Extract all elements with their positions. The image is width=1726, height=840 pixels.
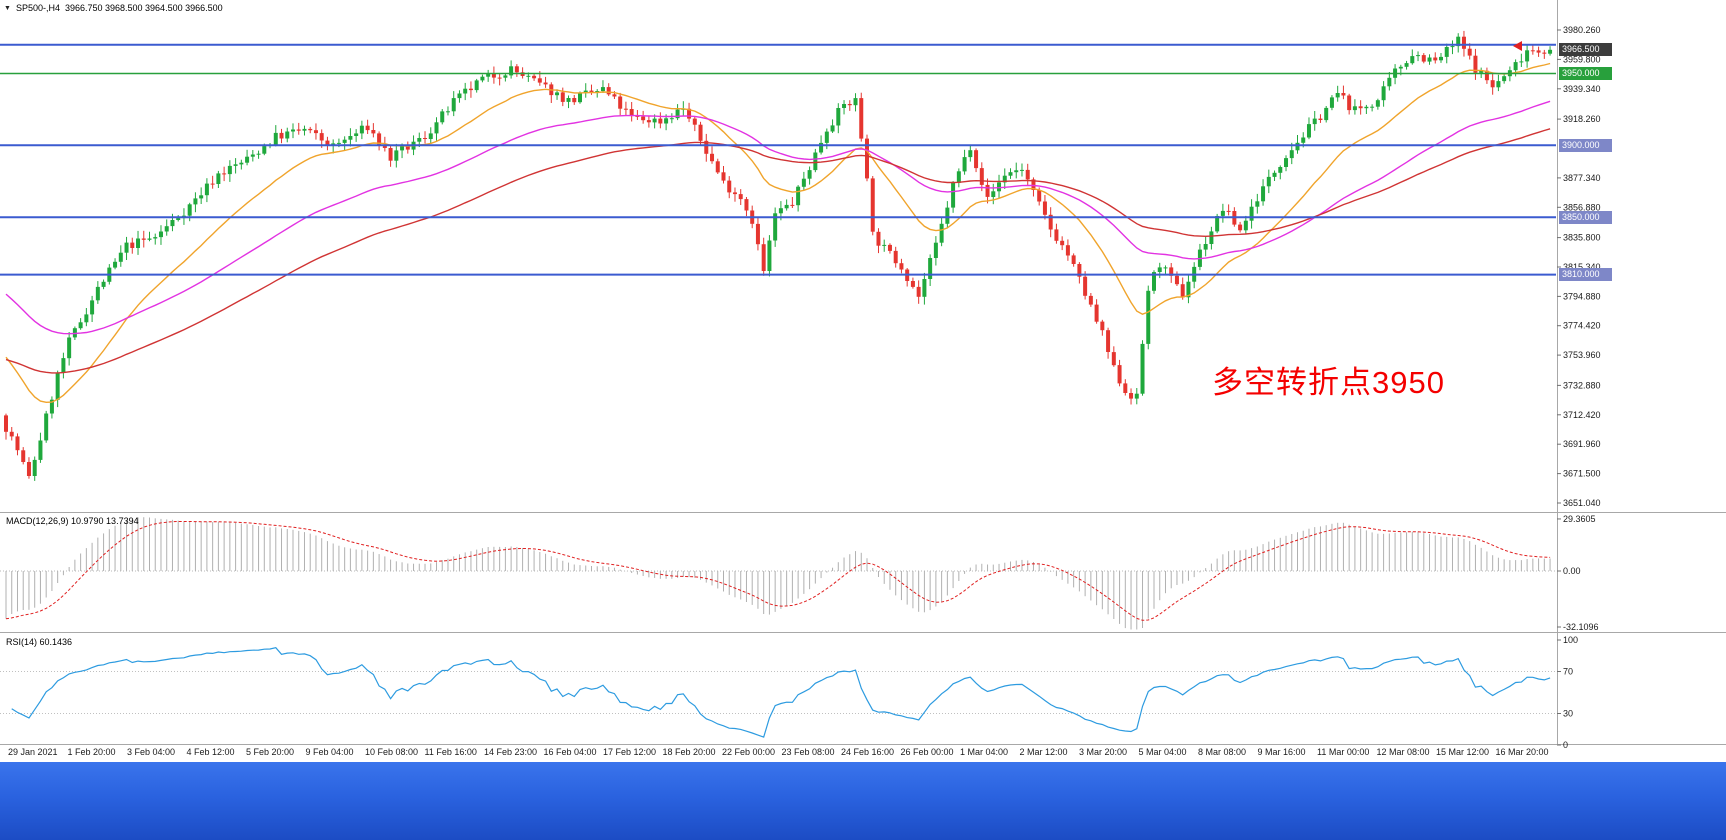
chart-title: ▼ SP500-,H4 3966.750 3968.500 3964.500 3… xyxy=(4,3,223,13)
time-label: 12 Mar 08:00 xyxy=(1377,747,1430,757)
candles xyxy=(4,30,1553,481)
rsi-panel: 100 70 30 0 xyxy=(0,635,1578,750)
time-label: 11 Feb 16:00 xyxy=(425,747,477,757)
rsi-axis-tick: 70 xyxy=(1563,667,1573,677)
level-tag-3810[interactable]: 3810.000 xyxy=(1559,268,1612,281)
mid-ma-line xyxy=(5,100,1551,335)
price-tick: 3835.800 xyxy=(1563,233,1601,243)
time-label: 10 Feb 08:00 xyxy=(365,747,418,757)
symbol-period-label: SP500-,H4 xyxy=(15,3,60,13)
time-label: 4 Feb 12:00 xyxy=(187,747,235,757)
macd-axis-tick: 29.3605 xyxy=(1563,514,1596,524)
time-label: 1 Feb 20:00 xyxy=(68,747,116,757)
rsi-line xyxy=(11,647,1551,738)
time-label: 8 Mar 08:00 xyxy=(1198,747,1246,757)
time-label: 2 Mar 12:00 xyxy=(1020,747,1068,757)
time-label: 11 Mar 00:00 xyxy=(1317,747,1369,757)
price-tick: 3691.960 xyxy=(1563,439,1601,449)
ohlc-values: 3966.750 3968.500 3964.500 3966.500 xyxy=(64,3,223,13)
time-label: 5 Feb 20:00 xyxy=(246,747,294,757)
time-label: 17 Feb 12:00 xyxy=(603,747,656,757)
fast-ma-line xyxy=(5,62,1551,404)
level-tag-3900[interactable]: 3900.000 xyxy=(1559,139,1612,152)
price-axis[interactable]: 3980.260 3959.800 3939.340 3918.260 3877.340… xyxy=(1557,25,1601,508)
price-tick: 3980.260 xyxy=(1563,25,1601,35)
time-label: 16 Mar 20:00 xyxy=(1496,747,1549,757)
rsi-axis-tick: 100 xyxy=(1563,635,1578,645)
time-label: 14 Feb 23:00 xyxy=(484,747,537,757)
time-label: 9 Mar 16:00 xyxy=(1258,747,1306,757)
time-axis[interactable]: 29 Jan 2021 1 Feb 20:00 3 Feb 04:00 4 Feb 1… xyxy=(8,747,1549,757)
time-label: 22 Feb 00:00 xyxy=(722,747,775,757)
time-label: 26 Feb 00:00 xyxy=(901,747,954,757)
rsi-label: RSI(14) 60.1436 xyxy=(6,637,73,647)
rsi-axis-tick: 0 xyxy=(1563,740,1568,750)
time-label: 16 Feb 04:00 xyxy=(544,747,597,757)
price-tick: 3753.960 xyxy=(1563,350,1601,360)
bottom-bar xyxy=(0,762,1726,840)
macd-label: MACD(12,26,9) 10.9790 13.7394 xyxy=(6,516,139,526)
price-tick: 3918.260 xyxy=(1563,114,1601,124)
price-tick: 3815.340 xyxy=(1563,262,1601,272)
price-tick: 3671.500 xyxy=(1563,469,1601,479)
level-tag-3950[interactable]: 3950.000 xyxy=(1559,67,1612,80)
price-tick: 3651.040 xyxy=(1563,498,1601,508)
price-tick: 3794.880 xyxy=(1563,291,1601,301)
price-tick: 3939.340 xyxy=(1563,84,1601,94)
price-tick: 3856.880 xyxy=(1563,202,1601,212)
time-label: 3 Mar 20:00 xyxy=(1079,747,1127,757)
time-label: 23 Feb 08:00 xyxy=(782,747,835,757)
macd-axis-tick: 0.00 xyxy=(1563,566,1581,576)
price-tick: 3774.420 xyxy=(1563,321,1601,331)
panel-borders xyxy=(0,0,1726,745)
chart-canvas[interactable]: 3980.260 3959.800 3939.340 3918.260 3877.340… xyxy=(0,0,1726,762)
price-tick: 3959.800 xyxy=(1563,54,1601,64)
time-label: 18 Feb 20:00 xyxy=(663,747,716,757)
time-label: 29 Jan 2021 xyxy=(8,747,58,757)
chart-annotation: 多空转折点3950 xyxy=(1212,365,1445,400)
macd-panel: 29.3605 0.00 -32.1096 xyxy=(0,514,1599,632)
time-label: 5 Mar 04:00 xyxy=(1139,747,1187,757)
current-price-tag: 3966.500 xyxy=(1559,43,1612,56)
rsi-axis-tick: 30 xyxy=(1563,709,1573,719)
ma-lines xyxy=(5,62,1551,404)
time-label: 15 Mar 12:00 xyxy=(1436,747,1489,757)
time-label: 9 Feb 04:00 xyxy=(306,747,354,757)
price-marker-arrow xyxy=(1513,41,1522,51)
level-tag-3850[interactable]: 3850.000 xyxy=(1559,211,1612,224)
macd-axis-tick: -32.1096 xyxy=(1563,622,1599,632)
price-tick: 3877.340 xyxy=(1563,173,1601,183)
macd-signal-line xyxy=(5,521,1551,621)
price-tick: 3712.420 xyxy=(1563,410,1601,420)
slow-ma-line xyxy=(5,128,1551,374)
price-tick: 3732.880 xyxy=(1563,380,1601,390)
collapse-chart-icon[interactable]: ▼ xyxy=(4,4,11,12)
horizontal-lines[interactable] xyxy=(0,43,1556,276)
time-label: 24 Feb 16:00 xyxy=(841,747,894,757)
time-label: 1 Mar 04:00 xyxy=(960,747,1008,757)
time-label: 3 Feb 04:00 xyxy=(127,747,175,757)
